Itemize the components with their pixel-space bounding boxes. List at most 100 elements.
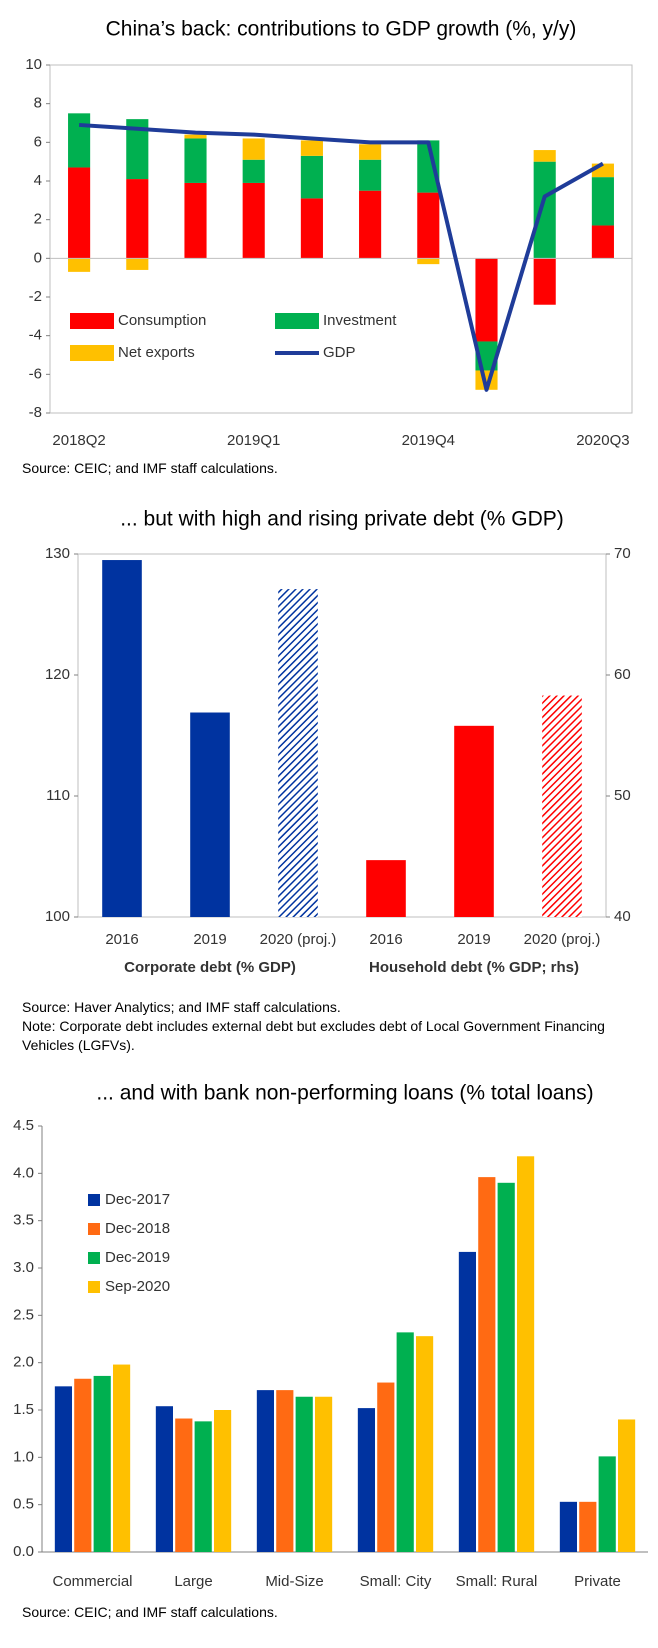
bar-segment bbox=[184, 138, 207, 183]
y-tick-label: -6 bbox=[29, 365, 42, 382]
bar bbox=[517, 1156, 535, 1552]
bar-segment bbox=[591, 177, 614, 226]
y-tick-label: 110 bbox=[46, 787, 70, 804]
group-label: Corporate debt (% GDP) bbox=[124, 959, 296, 976]
bar bbox=[190, 712, 230, 917]
y-tick-label: -8 bbox=[29, 404, 42, 421]
y-tick-label: 0.5 bbox=[13, 1496, 34, 1513]
chart-title: China’s back: contributions to GDP growt… bbox=[106, 18, 577, 41]
legend-swatch bbox=[88, 1252, 100, 1264]
x-tick-label: 2019Q1 bbox=[227, 432, 280, 449]
bar-segment bbox=[68, 258, 91, 272]
legend-swatch bbox=[88, 1281, 100, 1293]
x-tick-label: 2020 (proj.) bbox=[524, 931, 601, 948]
x-tick-label: 2019Q4 bbox=[402, 432, 455, 449]
plot-frame bbox=[77, 553, 607, 918]
bar-segment bbox=[417, 192, 440, 259]
y-tick-label: 4.0 bbox=[13, 1164, 34, 1181]
legend-swatch bbox=[275, 313, 319, 329]
source: Source: Haver Analytics; and IMF staff c… bbox=[22, 999, 341, 1015]
y-tick-label: 1.5 bbox=[13, 1401, 34, 1418]
bar-segment bbox=[242, 182, 265, 259]
bar bbox=[366, 860, 406, 917]
legend-label: Consumption bbox=[118, 312, 206, 329]
bar bbox=[396, 1332, 414, 1552]
legend-swatch bbox=[70, 313, 114, 329]
bar-segment bbox=[417, 140, 440, 193]
y-tick-label: -2 bbox=[29, 288, 42, 305]
y-tick-label: 4 bbox=[34, 172, 42, 189]
y-tick-label: 1.0 bbox=[13, 1448, 34, 1465]
legend-label: Dec-2018 bbox=[105, 1220, 170, 1237]
bar-segment bbox=[184, 134, 207, 139]
bar bbox=[175, 1418, 193, 1552]
legend-label: Investment bbox=[323, 312, 397, 329]
bar-segment bbox=[533, 161, 556, 259]
bar bbox=[93, 1375, 111, 1552]
bar-segment bbox=[126, 258, 149, 270]
bar-segment bbox=[300, 198, 323, 259]
bar bbox=[214, 1410, 232, 1552]
y-tick-label: 2.5 bbox=[13, 1306, 34, 1323]
bar bbox=[618, 1419, 636, 1552]
y-tick-label: 6 bbox=[34, 133, 42, 150]
legend-swatch bbox=[88, 1223, 100, 1235]
bar bbox=[497, 1182, 515, 1552]
y-tick-label: 100 bbox=[45, 908, 70, 925]
x-tick-label: 2018Q2 bbox=[52, 432, 105, 449]
bar-segment bbox=[417, 258, 440, 265]
x-tick-label: 2016 bbox=[105, 931, 138, 948]
legend-swatch bbox=[70, 345, 114, 361]
bar bbox=[295, 1396, 313, 1552]
plot-frame bbox=[49, 64, 633, 414]
x-tick-label: 2020 (proj.) bbox=[260, 931, 337, 948]
x-tick-label: Mid-Size bbox=[265, 1573, 323, 1590]
x-tick-label: Large bbox=[174, 1573, 212, 1590]
bar bbox=[542, 695, 582, 917]
bar-segment bbox=[475, 258, 498, 342]
y-tick-label: 2.0 bbox=[13, 1354, 34, 1371]
bar-segment bbox=[68, 113, 91, 168]
bar-segment bbox=[242, 159, 265, 183]
chart-title: ... and with bank non-performing loans (… bbox=[96, 1082, 593, 1105]
bar bbox=[559, 1501, 577, 1552]
bar bbox=[194, 1421, 212, 1552]
y-tick-label: 8 bbox=[34, 95, 42, 112]
legend-label: GDP bbox=[323, 344, 356, 361]
bar bbox=[102, 560, 142, 917]
bar bbox=[377, 1382, 395, 1552]
note: Note: Corporate debt includes external d… bbox=[22, 1018, 605, 1053]
legend-label: Dec-2017 bbox=[105, 1191, 170, 1208]
y-tick-label: -4 bbox=[29, 327, 42, 344]
y-tick-label: 120 bbox=[45, 666, 70, 683]
y-tick-label: 130 bbox=[45, 545, 70, 562]
y-tick-label: 2 bbox=[34, 211, 42, 228]
bar bbox=[458, 1251, 476, 1552]
bar-segment bbox=[300, 140, 323, 156]
y2-tick-label: 70 bbox=[614, 545, 631, 562]
group-label: Household debt (% GDP; rhs) bbox=[369, 959, 579, 976]
bar bbox=[478, 1177, 496, 1552]
bar-segment bbox=[591, 225, 614, 259]
bar-segment bbox=[184, 182, 207, 259]
y-tick-label: 0.0 bbox=[13, 1543, 34, 1560]
bar bbox=[278, 589, 318, 917]
bar bbox=[416, 1336, 434, 1552]
x-tick-label: Small: Rural bbox=[456, 1573, 538, 1590]
bar bbox=[315, 1396, 333, 1552]
y-tick-label: 3.0 bbox=[13, 1259, 34, 1276]
y-tick-label: 3.5 bbox=[13, 1212, 34, 1229]
bar-segment bbox=[359, 159, 382, 191]
legend-label: Sep-2020 bbox=[105, 1278, 170, 1295]
bar-segment bbox=[126, 179, 149, 259]
bar bbox=[256, 1390, 274, 1552]
bar bbox=[54, 1386, 72, 1552]
source: Source: CEIC; and IMF staff calculations… bbox=[22, 460, 278, 476]
bar-segment bbox=[359, 190, 382, 259]
bar bbox=[454, 725, 494, 917]
chart-title: ... but with high and rising private deb… bbox=[120, 508, 564, 531]
y2-tick-label: 40 bbox=[614, 908, 631, 925]
bar bbox=[276, 1390, 294, 1552]
